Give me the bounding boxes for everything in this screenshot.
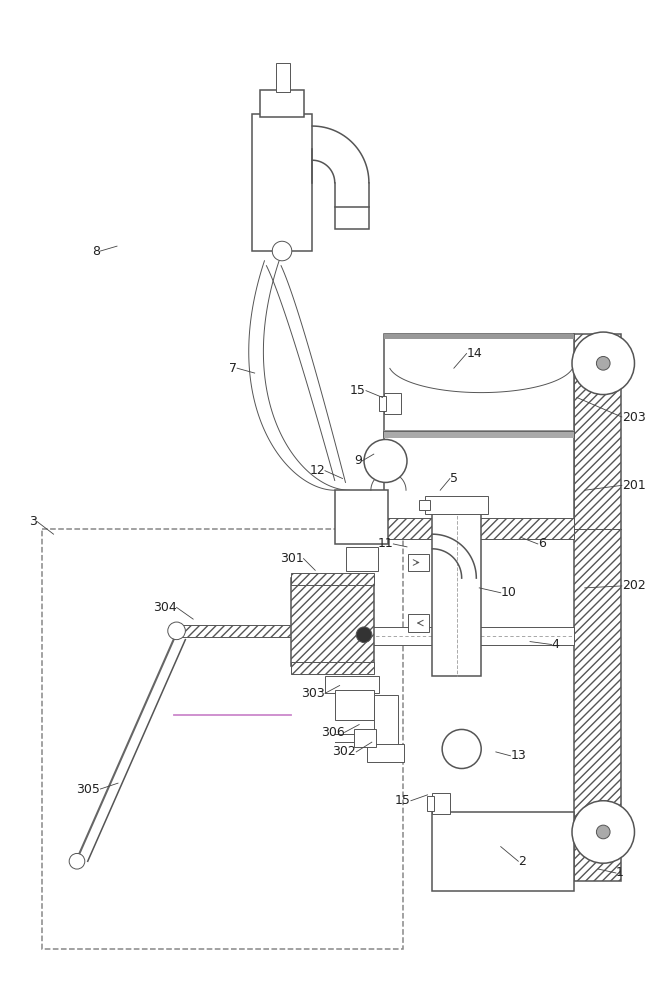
Text: 3: 3	[29, 515, 37, 528]
Bar	[419, 500, 430, 510]
Text: 201: 201	[622, 479, 645, 492]
Bar	[574, 334, 621, 881]
Text: 301: 301	[280, 552, 304, 565]
Text: 306: 306	[320, 726, 344, 739]
Bar	[346, 547, 378, 571]
Bar	[384, 432, 574, 529]
Bar	[384, 334, 574, 339]
Text: 10: 10	[500, 586, 517, 599]
Circle shape	[597, 825, 610, 839]
Circle shape	[356, 627, 372, 643]
Bar	[291, 573, 374, 585]
Text: 202: 202	[622, 579, 645, 592]
Bar	[42, 529, 403, 949]
Bar	[291, 578, 374, 666]
Bar	[384, 432, 574, 438]
Bar	[432, 500, 481, 676]
Bar	[276, 63, 290, 92]
Text: 11: 11	[378, 537, 393, 550]
Circle shape	[572, 332, 634, 395]
Bar	[335, 490, 389, 544]
Text: 14: 14	[467, 347, 482, 360]
Text: 6: 6	[538, 537, 546, 550]
Text: 4: 4	[551, 638, 560, 651]
Bar	[335, 690, 374, 720]
Bar	[432, 793, 450, 814]
Bar	[408, 614, 430, 632]
Text: 304: 304	[153, 601, 177, 614]
Bar	[291, 662, 374, 674]
Bar	[384, 518, 574, 539]
Circle shape	[597, 356, 610, 370]
Bar	[379, 396, 385, 411]
Text: 5: 5	[450, 472, 458, 485]
Text: 203: 203	[622, 411, 645, 424]
Text: 15: 15	[350, 384, 366, 397]
Text: 303: 303	[301, 687, 325, 700]
Bar	[374, 695, 398, 749]
Circle shape	[272, 241, 292, 261]
Bar	[428, 796, 434, 811]
Bar	[384, 430, 574, 435]
Bar	[367, 744, 404, 762]
Text: 8: 8	[92, 245, 100, 258]
Bar	[384, 334, 574, 437]
Text: 1: 1	[616, 866, 624, 879]
Text: 302: 302	[332, 745, 356, 758]
Bar	[259, 90, 304, 117]
Text: 13: 13	[510, 749, 526, 762]
Text: 305: 305	[77, 783, 100, 796]
Bar	[354, 729, 376, 747]
Bar	[252, 114, 312, 251]
Bar	[408, 554, 430, 571]
Bar	[364, 627, 574, 645]
Circle shape	[442, 729, 481, 769]
Bar	[424, 496, 488, 514]
Circle shape	[69, 853, 84, 869]
Circle shape	[364, 439, 407, 482]
Text: 7: 7	[229, 362, 237, 375]
Bar	[174, 625, 291, 637]
Bar	[384, 393, 401, 414]
Bar	[325, 676, 379, 693]
Bar	[432, 812, 574, 891]
Circle shape	[168, 622, 185, 640]
Text: 15: 15	[395, 794, 411, 807]
Circle shape	[572, 801, 634, 863]
Text: 9: 9	[354, 454, 362, 467]
Bar	[335, 207, 369, 229]
Text: 2: 2	[518, 855, 527, 868]
Text: 12: 12	[309, 464, 325, 477]
